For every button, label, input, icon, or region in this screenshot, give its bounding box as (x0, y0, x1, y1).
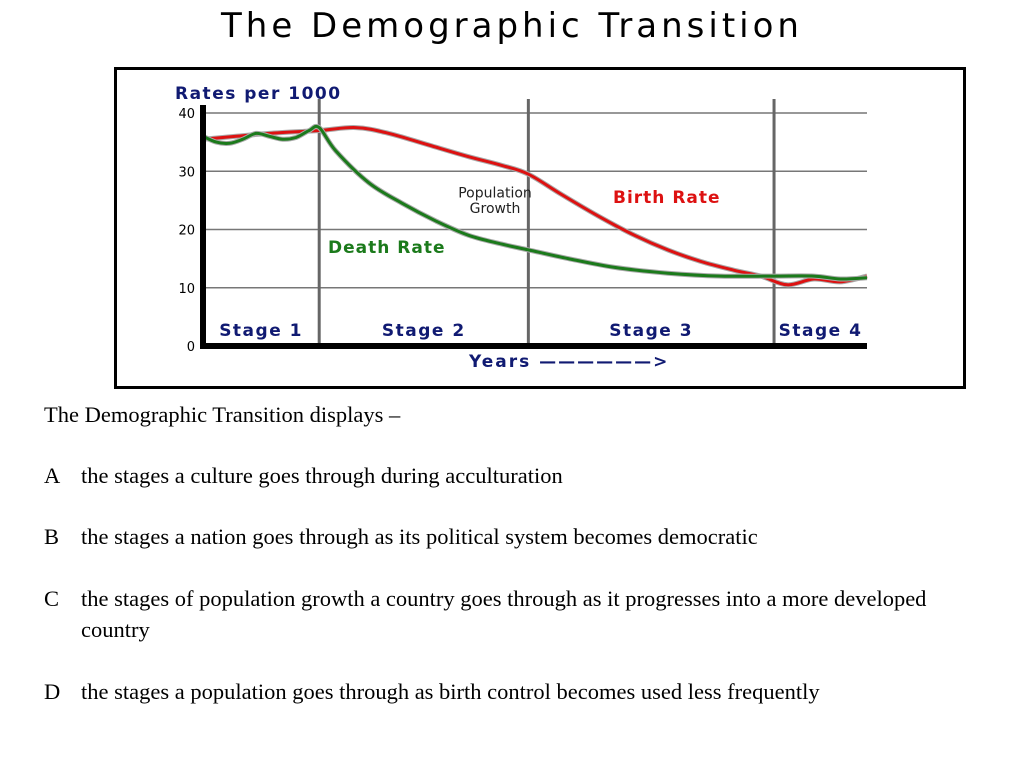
stage-dividers (317, 99, 776, 346)
option-d[interactable]: D the stages a population goes through a… (44, 676, 984, 707)
y-tick-label: 40 (178, 107, 195, 122)
series-shadow (202, 125, 868, 288)
slide-title: The Demographic Transition (221, 6, 803, 46)
series-line (202, 124, 868, 281)
option-b[interactable]: B the stages a nation goes through as it… (44, 521, 984, 552)
option-letter: D (44, 679, 61, 704)
option-c[interactable]: C the stages of population growth a coun… (44, 583, 984, 645)
option-a[interactable]: A the stages a culture goes through duri… (44, 460, 984, 491)
series-label-death-rate: Death Rate (328, 238, 445, 258)
series-layer (201, 123, 868, 288)
x-axis-title: Years ——————> (468, 352, 669, 372)
stage-label: Stage 3 (609, 321, 693, 341)
option-letter: C (44, 586, 60, 611)
option-letter: A (44, 463, 61, 488)
option-text: the stages of population growth a countr… (81, 586, 927, 642)
series-label-birth-rate: Birth Rate (613, 188, 721, 208)
question-prompt: The Demographic Transition displays – (44, 402, 401, 427)
option-letter: B (44, 524, 60, 549)
option-text: the stages a population goes through as … (81, 679, 820, 704)
series-line (202, 126, 868, 287)
chart-frame: 0 10 20 30 40 Rates per 1000 Years ——————> Stag… (114, 67, 966, 389)
series-shadow (201, 123, 868, 282)
y-tick-label: 30 (178, 165, 195, 180)
stage-label: Stage 2 (382, 321, 466, 341)
y-axis-title: Rates per 1000 (175, 84, 342, 104)
annotation-label: Growth (470, 201, 521, 217)
y-tick-label: 20 (178, 224, 195, 239)
y-tick-label: 10 (178, 282, 195, 297)
stage-label: Stage 4 (779, 321, 863, 341)
stage-label: Stage 1 (219, 321, 303, 341)
annotation-label: Population (458, 185, 532, 201)
axis-layer (200, 105, 867, 349)
option-text: the stages a culture goes through during… (81, 463, 563, 488)
grid-layer (203, 112, 867, 289)
y-tick-label: 0 (187, 340, 195, 355)
option-text: the stages a nation goes through as its … (81, 524, 758, 549)
